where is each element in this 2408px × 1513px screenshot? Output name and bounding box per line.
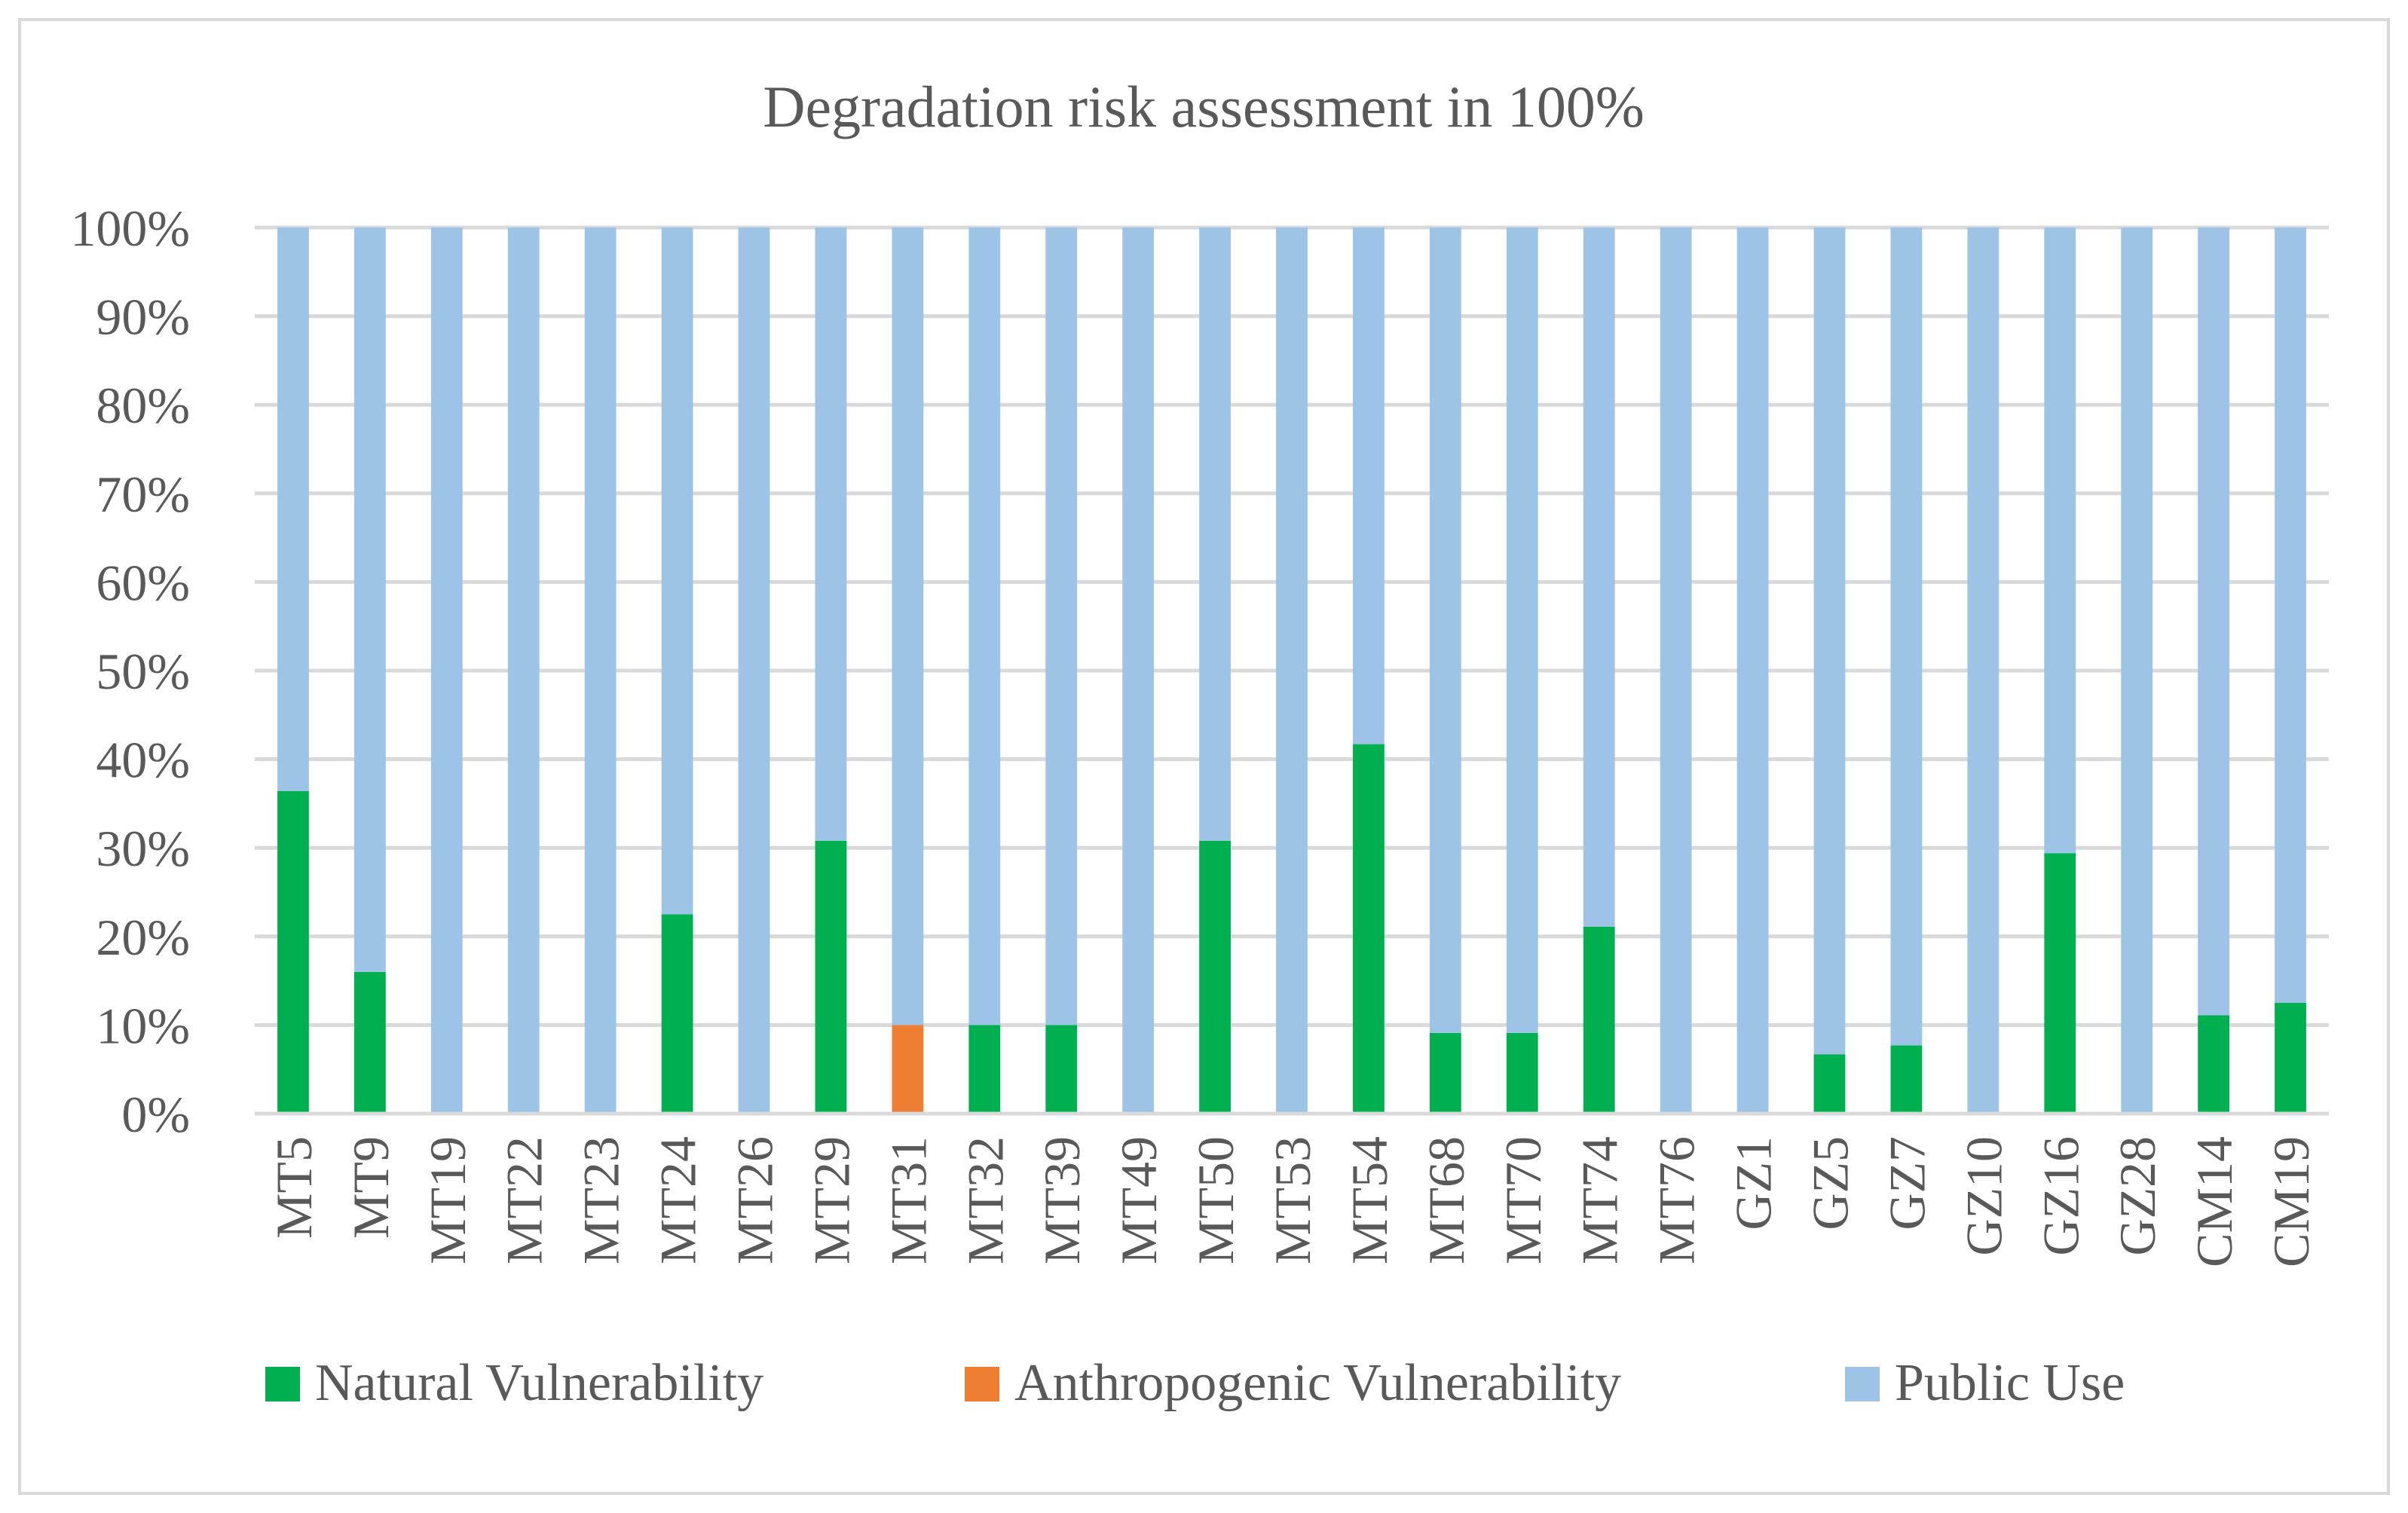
legend-swatch-0 xyxy=(265,1367,300,1401)
bar-mt50-series-0 xyxy=(1199,840,1231,1114)
bar-cm14-series-2 xyxy=(2198,228,2230,1016)
x-tick-label: GZ10 xyxy=(1955,1136,2012,1256)
bar-cm14-series-0 xyxy=(2198,1015,2230,1114)
bar-cm19-series-2 xyxy=(2275,228,2306,1003)
legend-label-0: Natural Vulnerability xyxy=(315,1354,763,1412)
bar-mt53-series-2 xyxy=(1276,228,1308,1114)
y-tick-label: 10% xyxy=(96,997,190,1054)
bar-mt68-series-2 xyxy=(1429,228,1461,1033)
bar-gz7-series-0 xyxy=(1890,1045,1923,1114)
legend-label-2: Public Use xyxy=(1895,1354,2125,1412)
y-tick-label: 50% xyxy=(96,643,190,700)
y-tick-label: 60% xyxy=(96,554,190,611)
bar-mt32-series-2 xyxy=(968,228,1001,1025)
bar-mt24-series-2 xyxy=(661,228,693,915)
x-tick-label: MT70 xyxy=(1495,1136,1552,1264)
x-tick-label: MT19 xyxy=(419,1136,476,1264)
bar-mt22-series-2 xyxy=(507,228,540,1114)
x-tick-label: CM14 xyxy=(2186,1136,2243,1267)
bar-mt5-series-2 xyxy=(277,228,309,791)
bar-mt74-series-2 xyxy=(1583,228,1615,927)
bar-gz7-series-2 xyxy=(1890,228,1923,1046)
bar-mt68-series-0 xyxy=(1429,1032,1461,1114)
bar-mt24-series-0 xyxy=(661,914,693,1114)
x-tick-label: MT53 xyxy=(1264,1136,1321,1264)
legend-label-1: Anthropogenic Vulnerability xyxy=(1014,1354,1621,1412)
bar-mt19-series-2 xyxy=(430,228,463,1114)
bar-gz5-series-2 xyxy=(1813,228,1846,1055)
x-tick-label: GZ1 xyxy=(1725,1136,1782,1230)
y-tick-label: 20% xyxy=(96,909,190,966)
x-tick-label: MT31 xyxy=(880,1136,937,1264)
x-tick-label: MT32 xyxy=(956,1136,1014,1264)
bar-mt31-series-2 xyxy=(892,228,924,1025)
bar-gz28-series-2 xyxy=(2121,228,2153,1114)
x-tick-label: MT76 xyxy=(1648,1136,1706,1264)
bar-mt29-series-2 xyxy=(815,228,847,841)
x-tick-label: MT50 xyxy=(1187,1136,1244,1264)
bar-mt23-series-2 xyxy=(584,228,617,1114)
x-tick-label: MT39 xyxy=(1033,1136,1091,1264)
bar-mt70-series-2 xyxy=(1506,228,1538,1033)
bar-mt70-series-0 xyxy=(1506,1032,1538,1114)
x-tick-label: MT29 xyxy=(803,1136,860,1264)
bar-gz10-series-2 xyxy=(1967,228,2000,1114)
x-tick-label: MT23 xyxy=(573,1136,630,1264)
bar-mt31-series-1 xyxy=(892,1025,924,1114)
bar-mt49-series-2 xyxy=(1122,228,1155,1114)
bar-gz16-series-2 xyxy=(2044,228,2076,854)
x-tick-label: GZ7 xyxy=(1878,1136,1935,1230)
x-tick-label: GZ5 xyxy=(1801,1136,1859,1230)
bar-mt5-series-0 xyxy=(277,790,309,1114)
x-tick-label: CM19 xyxy=(2263,1136,2320,1267)
x-tick-label: MT68 xyxy=(1418,1136,1475,1264)
bar-cm19-series-0 xyxy=(2275,1003,2306,1114)
y-axis-tick-labels: 0% 10% 20% 30% 40% 50% 60% 70% 80% 90% 100% xyxy=(70,200,190,1143)
bar-mt39-series-0 xyxy=(1045,1025,1078,1114)
bar-mt74-series-0 xyxy=(1583,926,1615,1114)
x-tick-label: MT54 xyxy=(1341,1136,1398,1264)
bars xyxy=(255,228,2329,1116)
x-tick-label: GZ16 xyxy=(2032,1136,2089,1256)
x-tick-label: MT26 xyxy=(727,1136,784,1264)
x-tick-label: GZ28 xyxy=(2109,1136,2166,1256)
chart-title: Degradation risk assessment in 100% xyxy=(763,74,1645,139)
y-tick-label: 40% xyxy=(96,732,190,789)
bar-mt29-series-0 xyxy=(815,840,847,1114)
legend: Natural Vulnerability Anthropogenic Vulne… xyxy=(265,1354,2125,1412)
y-tick-label: 70% xyxy=(96,466,190,523)
y-tick-label: 100% xyxy=(70,200,190,257)
bar-gz16-series-0 xyxy=(2044,853,2076,1114)
bar-mt9-series-0 xyxy=(353,971,386,1114)
bar-mt54-series-2 xyxy=(1353,228,1385,744)
bar-mt26-series-2 xyxy=(738,228,770,1114)
x-tick-label: MT9 xyxy=(342,1136,399,1239)
legend-swatch-1 xyxy=(965,1367,999,1401)
bar-mt32-series-0 xyxy=(968,1025,1001,1114)
x-tick-label: MT5 xyxy=(265,1136,323,1239)
x-tick-label: MT22 xyxy=(496,1136,553,1264)
y-tick-label: 0% xyxy=(121,1086,190,1143)
bar-mt54-series-0 xyxy=(1353,744,1385,1114)
x-tick-label: MT74 xyxy=(1571,1136,1629,1264)
x-axis-tick-labels: MT5 MT9 MT19 MT22 MT23 MT24 MT26 MT29 MT31 MT32 MT… xyxy=(265,1136,2320,1267)
bar-mt39-series-2 xyxy=(1045,228,1078,1025)
y-tick-label: 90% xyxy=(96,289,190,346)
legend-swatch-2 xyxy=(1845,1367,1880,1401)
bar-mt50-series-2 xyxy=(1199,228,1231,841)
bar-mt76-series-2 xyxy=(1660,228,1692,1114)
x-tick-label: MT24 xyxy=(650,1136,707,1264)
bar-gz5-series-0 xyxy=(1813,1054,1846,1114)
bar-mt9-series-2 xyxy=(353,228,386,972)
y-tick-label: 80% xyxy=(96,377,190,434)
bar-gz1-series-2 xyxy=(1736,228,1769,1114)
x-tick-label: MT49 xyxy=(1110,1136,1167,1264)
y-tick-label: 30% xyxy=(96,820,190,877)
